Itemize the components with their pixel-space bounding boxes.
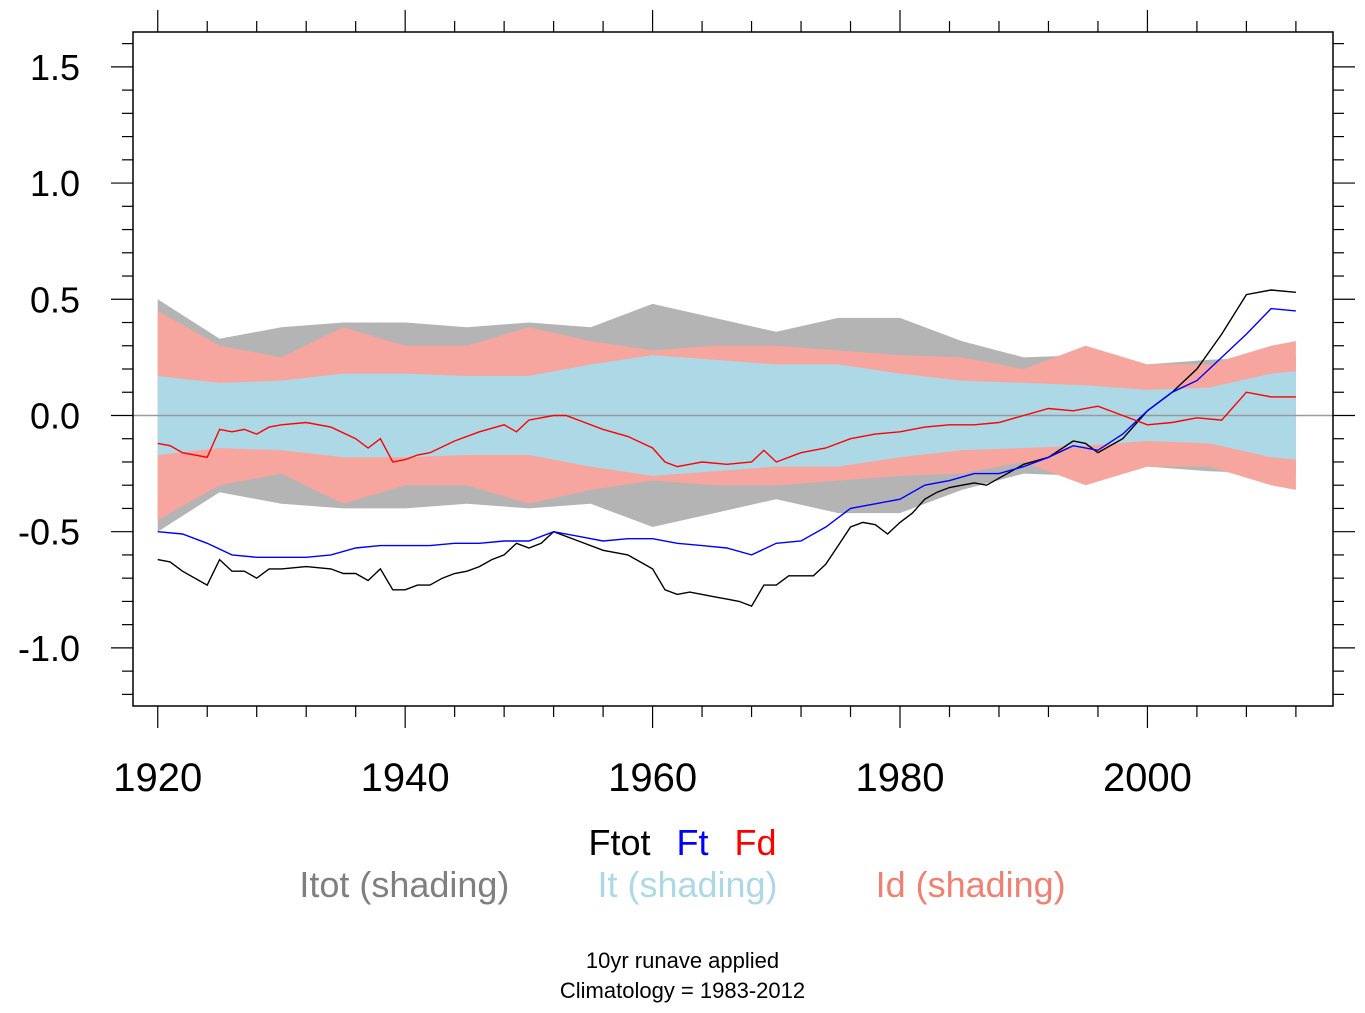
series-fd: [157, 391, 1296, 468]
legend-id: Id (shading): [875, 864, 1066, 905]
x-tick-label: 1980: [856, 756, 945, 800]
x-tick-label: 1920: [113, 756, 202, 800]
x-axis-labels: 1920 1940 1960 1980 2000: [113, 756, 1192, 800]
chart: -1.0 -0.5 0.0 0.5 1.0 1.5 1920 1940 1960 1980 200…: [18, 10, 1355, 800]
y-axis-labels: -1.0 -0.5 0.0 0.5 1.0 1.5: [18, 47, 80, 669]
note-runave: 10yr runave applied: [585, 948, 780, 973]
y-tick-label: -1.0: [18, 628, 80, 669]
y-tick-label: -0.5: [18, 512, 80, 553]
legend-ftot: Ftot: [588, 822, 651, 863]
series-ft: [157, 307, 1296, 558]
legend-fd: Fd: [734, 822, 777, 863]
x-tick-label: 1960: [608, 756, 697, 800]
axis-ticks: [111, 10, 1355, 728]
legend-itot: Itot (shading): [299, 864, 510, 905]
legend-it: It (shading): [597, 864, 778, 905]
x-tick-label: 1940: [361, 756, 450, 800]
x-tick-label: 2000: [1103, 756, 1192, 800]
shading-legend: Itot (shading) It (shading) Id (shading): [0, 864, 1365, 906]
y-tick-label: 1.0: [30, 163, 80, 204]
data-lines: [157, 289, 1296, 607]
y-tick-label: 0.0: [30, 395, 80, 436]
line-legend: Ftot Ft Fd: [0, 822, 1365, 864]
legend-ft: Ft: [676, 822, 709, 863]
y-tick-label: 1.5: [30, 47, 80, 88]
note-climatology: Climatology = 1983-2012: [559, 978, 806, 1003]
y-tick-label: 0.5: [30, 279, 80, 320]
series-ftot: [157, 289, 1296, 607]
